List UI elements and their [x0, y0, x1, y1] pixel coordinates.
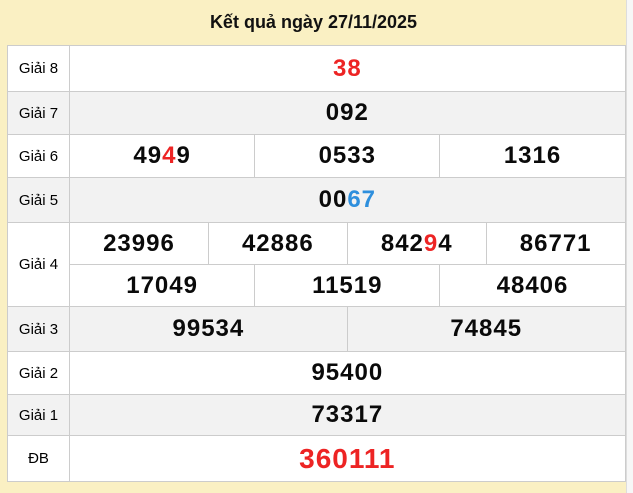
- prize-value: 38: [69, 45, 626, 92]
- prize-value: 73317: [69, 394, 626, 436]
- prize-value: 42886: [207, 222, 348, 265]
- value-text: 9: [176, 142, 191, 169]
- prize-label: ĐB: [7, 435, 70, 482]
- value-text: 4: [438, 229, 453, 257]
- prize-row-g6: Giải 6 4949 0533 1316: [7, 134, 626, 178]
- prize-value: 48406: [439, 264, 626, 307]
- prize-value: 99534: [69, 306, 348, 352]
- prize-value: 4949: [68, 134, 256, 178]
- prize-value: 0067: [69, 177, 626, 223]
- value-text: 49: [133, 142, 163, 169]
- value-highlight-red: 38: [332, 54, 362, 82]
- prize-row-g2: Giải 2 95400: [7, 351, 626, 395]
- prize-value: 84294: [346, 222, 487, 265]
- scrollbar-track[interactable]: [626, 0, 633, 493]
- prize-value: 11519: [254, 264, 441, 307]
- prize-label: Giải 7: [7, 91, 70, 135]
- prize-row-g1: Giải 1 73317: [7, 394, 626, 436]
- prize-value: 95400: [69, 351, 626, 395]
- prize-label: Giải 2: [7, 351, 70, 395]
- prize-row-g7: Giải 7 092: [7, 91, 626, 135]
- prize-label: Giải 3: [7, 306, 70, 352]
- prize-label: Giải 1: [7, 394, 70, 436]
- prize-row-g8: Giải 8 38: [7, 45, 626, 92]
- page-title: Kết quả ngày 27/11/2025: [209, 12, 418, 32]
- prize-row-g4-line2: 17049 11519 48406: [8, 264, 626, 307]
- value-highlight-red: 4: [162, 142, 177, 169]
- prize-label: Giải 8: [7, 45, 70, 92]
- prize-row-db: ĐB 360111: [7, 435, 626, 482]
- value-highlight-red: 360111: [299, 442, 396, 474]
- value-text: 842: [380, 229, 424, 257]
- prize-label: Giải 6: [7, 134, 70, 178]
- value-highlight-red: 9: [423, 229, 439, 257]
- prize-value: 23996: [69, 222, 209, 265]
- value-highlight-blue: 67: [347, 186, 377, 213]
- prize-value: 86771: [485, 222, 626, 265]
- prize-label: Giải 4: [7, 222, 70, 307]
- prize-row-g5: Giải 5 0067: [7, 177, 626, 223]
- prize-label: Giải 5: [7, 177, 70, 223]
- prize-row-g4-line1: Giải 4 23996 42886 84294 86771: [7, 222, 626, 307]
- prize-row-g3: Giải 3 99534 74845: [7, 306, 626, 352]
- prize-value: 74845: [346, 306, 626, 352]
- results-table: Giải 8 38 Giải 7 092 Giải 6 4949 0533 13…: [7, 45, 626, 482]
- prize-value: 092: [69, 91, 626, 135]
- prize-value: 1316: [439, 134, 626, 178]
- prize-value: 360111: [69, 435, 626, 482]
- prize-value: 0533: [254, 134, 441, 178]
- prize-value: 17049: [68, 264, 256, 307]
- value-text: 00: [318, 186, 348, 213]
